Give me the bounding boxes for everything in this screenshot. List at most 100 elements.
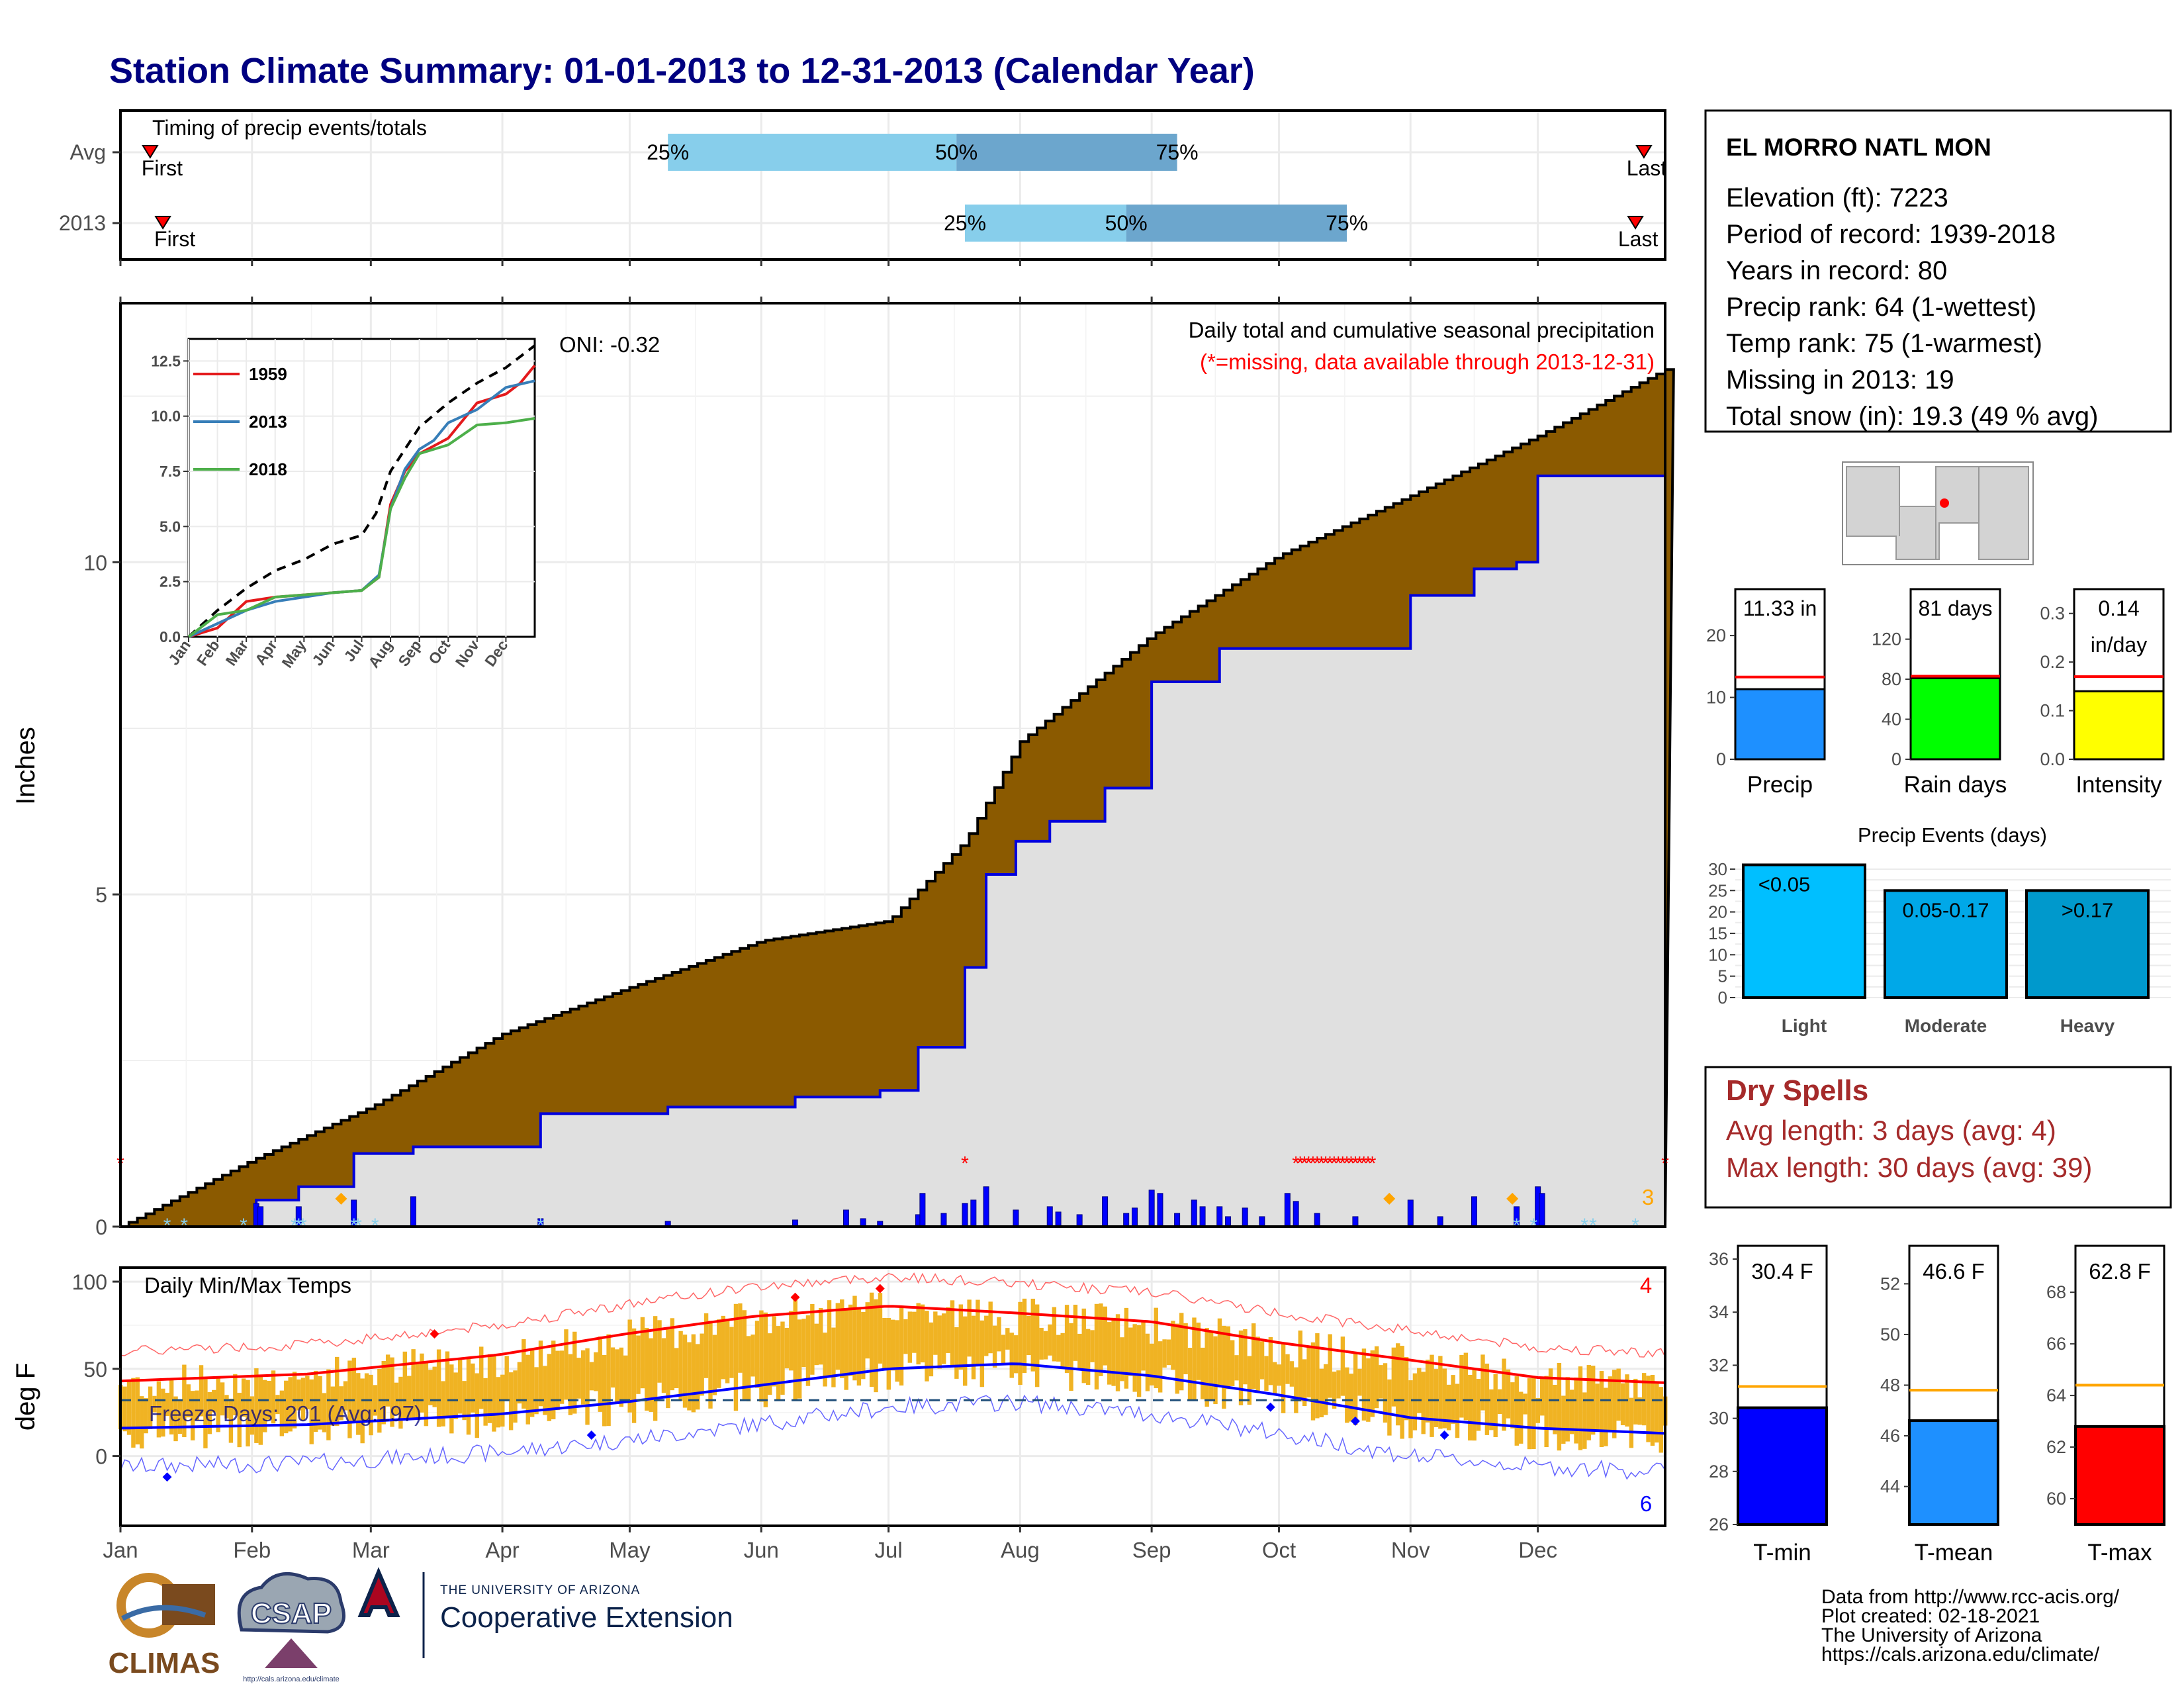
daily-temp-range (1574, 1377, 1578, 1444)
record-high-marker (790, 1292, 800, 1302)
first-marker (142, 145, 159, 159)
daily-temp-range (1115, 1314, 1120, 1391)
daily-temp-range (754, 1321, 760, 1388)
daily-temp-range (1523, 1393, 1527, 1415)
daily-temp-range (457, 1358, 463, 1414)
daily-temp-range (704, 1313, 709, 1378)
daily-temp-range (954, 1327, 959, 1379)
daily-temp-range (1073, 1304, 1078, 1361)
daily-temp-range (203, 1379, 208, 1448)
daily-temp-range (1001, 1335, 1006, 1365)
stat-y-tick-label: 20 (1706, 626, 1726, 645)
daily-temp-range (789, 1311, 794, 1371)
inset-2018-line (187, 417, 535, 638)
stat-y-tick-label: 0.1 (2040, 701, 2065, 721)
daily-temp-range (763, 1312, 768, 1407)
daily-temp-range (725, 1320, 730, 1383)
temp-stat-y-tick-label: 64 (2046, 1385, 2066, 1405)
daily-temp-range (330, 1386, 336, 1426)
missing-marker: * (1322, 1153, 1330, 1175)
daily-temp-range (1103, 1306, 1108, 1366)
daily-temp-range (1578, 1366, 1583, 1450)
inset-x-tick-label: Mar (222, 637, 252, 669)
daily-temp-range (1383, 1363, 1388, 1423)
daily-temp-range (640, 1317, 645, 1389)
daily-precip-bar (1539, 1193, 1545, 1227)
daily-temp-range (1582, 1392, 1587, 1449)
missing-marker: * (1347, 1153, 1355, 1175)
inset-y-tick-label: 7.5 (159, 463, 181, 480)
daily-temp-range (1064, 1305, 1069, 1374)
daily-temp-range (1247, 1356, 1252, 1405)
daily-temp-range (653, 1316, 658, 1421)
stat-bar (1909, 677, 2001, 761)
daily-temp-range (1361, 1348, 1367, 1421)
last-marker (1635, 145, 1653, 159)
daily-temp-range (992, 1325, 997, 1368)
missing-marker: * (1326, 1153, 1334, 1175)
daily-precip-bar (940, 1213, 947, 1227)
daily-temp-range (1294, 1367, 1298, 1413)
month-label: Nov (1391, 1538, 1430, 1562)
inset-legend-label: 2013 (249, 412, 287, 432)
daily-temp-range (1548, 1368, 1553, 1429)
events-category: Light (1782, 1015, 1827, 1036)
daily-temp-range (1035, 1304, 1040, 1387)
daily-temp-range (1629, 1397, 1634, 1448)
missing-marker: * (1305, 1153, 1313, 1175)
temp-stat-y-tick-label: 28 (1709, 1462, 1729, 1481)
daily-precip-bar (1157, 1193, 1163, 1227)
events-y-tick-label: 20 (1708, 902, 1727, 922)
stat-value: 11.33 in (1743, 596, 1817, 620)
record-low-marker (1350, 1416, 1360, 1426)
y-tick-label: 50 (83, 1358, 107, 1382)
daily-temp-range (598, 1336, 602, 1412)
station-info-line: Missing in 2013: 19 (1726, 365, 1954, 395)
daily-temp-range (1277, 1364, 1281, 1386)
daily-temp-range (356, 1373, 361, 1435)
stat-bars: 0 10 20 11.33 in Precip 0 40 80 120 81 days Rain d… (1706, 588, 2165, 798)
daily-temp-range (1201, 1347, 1205, 1399)
inset-x-tick-label: Aug (365, 637, 396, 671)
daily-temp-range (517, 1362, 522, 1404)
missing-marker: * (1300, 1153, 1308, 1175)
daily-temp-range (483, 1378, 488, 1426)
daily-temp-range (700, 1333, 704, 1396)
daily-temp-range (339, 1386, 343, 1421)
daily-temp-range (967, 1299, 972, 1357)
daily-temp-range (394, 1382, 399, 1415)
daily-temp-range (920, 1304, 925, 1363)
stat-y-tick-label: 80 (1882, 669, 1901, 689)
y-tick-label: 100 (72, 1270, 107, 1294)
temp-stat-y-tick-label: 62 (2046, 1437, 2066, 1457)
daily-temp-range (233, 1374, 238, 1416)
temp-ylabel: deg F (11, 1363, 40, 1430)
precip-corner-count: 3 (1642, 1185, 1654, 1209)
daily-temp-range (805, 1315, 811, 1386)
first-label: First (154, 227, 195, 251)
missing-marker: * (1313, 1153, 1321, 1175)
inset-avg-line (187, 344, 536, 638)
daily-temp-range (207, 1392, 212, 1434)
daily-temp-range (666, 1329, 670, 1409)
daily-temp-range (1379, 1365, 1383, 1399)
page-title: Station Climate Summary: 01-01-2013 to 1… (109, 51, 1255, 91)
daily-temp-range (696, 1344, 700, 1410)
daily-temp-range (1328, 1334, 1332, 1398)
daily-temp-range (950, 1300, 955, 1366)
daily-temp-range (1557, 1362, 1562, 1451)
stat-y-tick-label: 0.2 (2040, 652, 2065, 672)
daily-temp-range (305, 1376, 310, 1410)
daily-temp-range (479, 1346, 484, 1409)
record-marker (1506, 1192, 1519, 1205)
daily-temp-range (1480, 1354, 1485, 1411)
inset-x-tick-label: Nov (452, 637, 482, 671)
events-y-tick-label: 0 (1718, 988, 1727, 1008)
daily-temp-range (1107, 1322, 1112, 1385)
daily-temp-range (818, 1307, 823, 1365)
timing-row-label: 2013 (59, 211, 106, 235)
daily-temp-range (895, 1320, 899, 1382)
daily-temp-range (1476, 1379, 1481, 1431)
daily-temp-range (1302, 1359, 1307, 1406)
daily-temp-range (1056, 1335, 1061, 1362)
